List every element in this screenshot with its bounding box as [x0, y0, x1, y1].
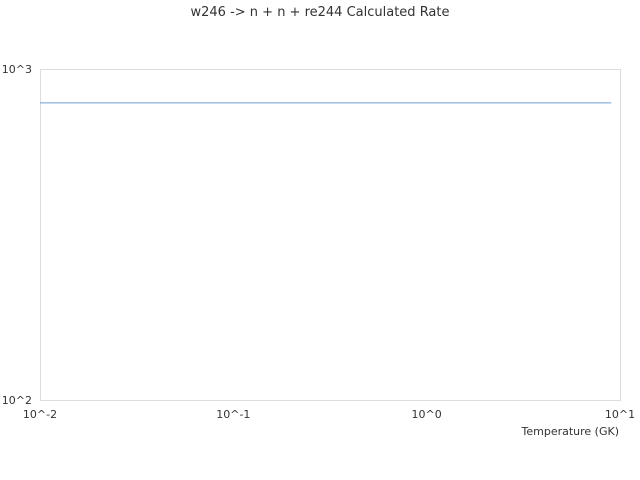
x-tick-label: 10^0: [412, 408, 442, 421]
x-tick-label: 10^-1: [216, 408, 250, 421]
y-tick-label: 10^2: [2, 394, 32, 407]
x-tick-label: 10^1: [605, 408, 635, 421]
x-axis-label: Temperature (GK): [521, 425, 620, 438]
plot-area: [40, 69, 621, 401]
chart-title: w246 -> n + n + re244 Calculated Rate: [191, 5, 450, 20]
y-tick-label: 10^3: [2, 63, 32, 76]
x-tick-label: 10^-2: [23, 408, 57, 421]
